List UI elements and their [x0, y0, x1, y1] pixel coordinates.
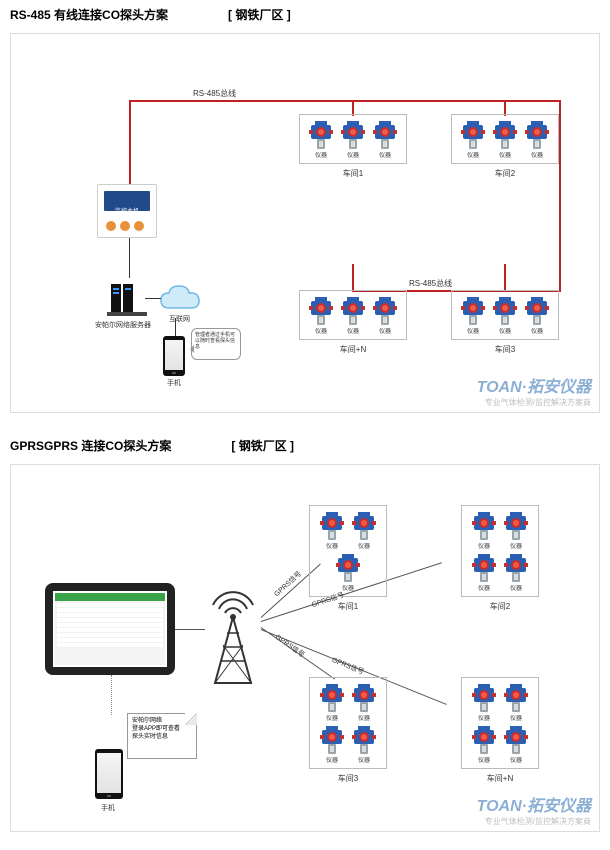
co-detector-icon: 仪器	[461, 297, 485, 335]
co-detector-icon: 仪器	[320, 684, 344, 722]
watermark-brand-cn: ·拓安仪器	[522, 379, 591, 396]
co-detector-icon: 仪器	[493, 297, 517, 335]
workshop-label: 车间1	[338, 601, 358, 612]
workshop-3: 仪器 仪器 仪器 仪器 车间3	[309, 677, 387, 769]
co-detector-icon: 仪器	[352, 684, 376, 722]
workshop-label: 车间3	[338, 773, 358, 784]
watermark-tag: 专业气体检测/监控解决方案商	[477, 397, 591, 408]
watermark-brand-en: TOAN	[477, 379, 522, 396]
co-detector-icon: 仪器	[525, 297, 549, 335]
cloud-icon	[159, 284, 203, 317]
workshop-label: 车间2	[495, 168, 515, 179]
workshop-n: 仪器 仪器 仪器 仪器 车间+N	[461, 677, 539, 769]
phone-icon	[95, 749, 123, 799]
workshop-n: 仪器 仪器 仪器 车间+N	[299, 290, 407, 340]
server-icon	[107, 278, 147, 318]
server-label: 安帕尔网络服务器	[87, 320, 159, 330]
gprs-signal-label: GPRS信号	[272, 569, 304, 599]
co-detector-icon: 仪器	[373, 297, 397, 335]
co-detector-icon: 仪器	[472, 512, 496, 550]
co-detector-icon: 仪器	[309, 121, 333, 159]
co-detector-icon: 仪器	[352, 512, 376, 550]
note-box: 安帕尔网络 登录APP即可查看 探头实时信息	[127, 713, 197, 759]
co-detector-icon: 仪器	[373, 121, 397, 159]
section1-header: RS-485 有线连接CO探头方案 [ 钢铁厂区 ]	[0, 0, 610, 29]
co-detector-icon: 仪器	[341, 121, 365, 159]
bus-label-mid: RS-485总线	[409, 278, 452, 289]
co-detector-icon: 仪器	[309, 297, 333, 335]
co-detector-icon: 仪器	[320, 512, 344, 550]
section1-subtitle: [ 钢铁厂区 ]	[228, 6, 291, 23]
co-detector-icon: 仪器	[336, 554, 360, 592]
co-detector-icon: 仪器	[504, 726, 528, 764]
workshop-2: 仪器 仪器 仪器 仪器 车间2	[461, 505, 539, 597]
co-detector-icon: 仪器	[461, 121, 485, 159]
tablet-icon	[45, 583, 175, 675]
co-detector-icon: 仪器	[493, 121, 517, 159]
co-detector-icon: 仪器	[352, 726, 376, 764]
workshop-2: 仪器 仪器 仪器 车间2	[451, 114, 559, 164]
host-label: 监控主机	[115, 206, 139, 215]
section2-header: GPRSGPRS 连接CO探头方案 [ 钢铁厂区 ]	[0, 431, 610, 460]
section1-title: RS-485 有线连接CO探头方案	[10, 6, 168, 23]
workshop-label: 车间2	[490, 601, 510, 612]
bus-label-top: RS-485总线	[193, 88, 236, 99]
section2-canvas: GPRS信号 GPRS信号 GPRS信号 GPRS信号 安帕尔网络 登录APP即…	[10, 464, 600, 832]
co-detector-icon: 仪器	[504, 554, 528, 592]
watermark-brand-en: TOAN	[477, 798, 522, 815]
workshop-label: 车间3	[495, 344, 515, 355]
gprs-section: GPRSGPRS 连接CO探头方案 [ 钢铁厂区 ]	[0, 431, 610, 832]
phone-label: 手机	[167, 378, 181, 388]
phone-bubble: 管理者通过手机可以随时查看探头信息	[191, 328, 241, 360]
cell-tower-icon	[203, 587, 263, 690]
watermark-tag: 专业气体检测/监控解决方案商	[477, 816, 591, 827]
watermark: TOAN·拓安仪器 专业气体检测/监控解决方案商	[477, 792, 591, 827]
cloud-label: 互联网	[169, 314, 190, 324]
workshop-1: 仪器 仪器 仪器 车间1	[309, 505, 387, 597]
co-detector-icon: 仪器	[504, 512, 528, 550]
section2-subtitle: [ 钢铁厂区 ]	[231, 437, 294, 454]
workshop-3: 仪器 仪器 仪器 车间3	[451, 290, 559, 340]
section1-canvas: RS-485总线 RS-485总线 监控主机 安帕尔网络服务器 互联网	[10, 33, 600, 413]
gprs-signal-label: GPRS信号	[330, 655, 365, 677]
section2-title: GPRSGPRS 连接CO探头方案	[10, 437, 171, 454]
workshop-label: 车间+N	[487, 773, 513, 784]
co-detector-icon: 仪器	[472, 684, 496, 722]
co-detector-icon: 仪器	[525, 121, 549, 159]
rs485-section: RS-485 有线连接CO探头方案 [ 钢铁厂区 ] RS-485总线 RS-4…	[0, 0, 610, 413]
phone-icon	[163, 336, 185, 376]
watermark-brand-cn: ·拓安仪器	[522, 798, 591, 815]
phone-label: 手机	[101, 803, 115, 813]
watermark: TOAN·拓安仪器 专业气体检测/监控解决方案商	[477, 373, 591, 408]
co-detector-icon: 仪器	[472, 726, 496, 764]
co-detector-icon: 仪器	[341, 297, 365, 335]
workshop-label: 车间1	[343, 168, 363, 179]
workshop-label: 车间+N	[340, 344, 366, 355]
co-detector-icon: 仪器	[504, 684, 528, 722]
co-detector-icon: 仪器	[472, 554, 496, 592]
co-detector-icon: 仪器	[320, 726, 344, 764]
workshop-1: 仪器 仪器 仪器 车间1	[299, 114, 407, 164]
